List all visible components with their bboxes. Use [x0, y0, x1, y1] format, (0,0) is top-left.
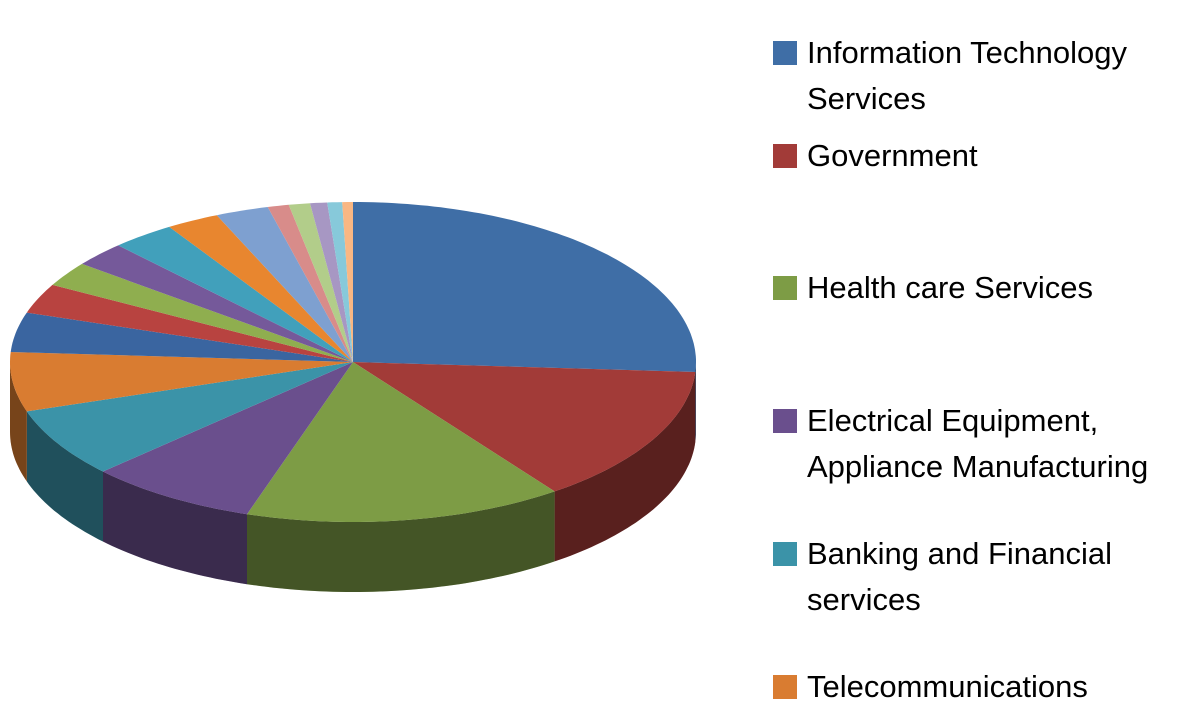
legend-label: Electrical Equipment, Appliance Manufact…: [807, 403, 1149, 484]
slice-side-shade: [554, 372, 696, 562]
slice-side-shade: [10, 362, 27, 482]
slice: [82, 245, 353, 362]
slice: [342, 202, 353, 362]
legend-swatch: [773, 41, 797, 65]
slice: [26, 362, 354, 472]
slice: [267, 204, 353, 362]
legend-label: Government: [807, 138, 978, 173]
slice: [310, 202, 353, 362]
slice: [26, 284, 354, 362]
slice-side: [26, 411, 103, 542]
legend-label: Banking and Financial services: [807, 536, 1113, 617]
slice: [247, 362, 555, 522]
legend-item: Government: [773, 133, 1157, 179]
slice: [10, 352, 353, 412]
slice: [327, 202, 353, 362]
slice: [118, 226, 353, 362]
legend-swatch: [773, 675, 797, 699]
legend-label: Health care Services: [807, 270, 1094, 305]
legend-swatch: [773, 276, 797, 300]
legend-item: Electrical Equipment, Appliance Manufact…: [773, 398, 1157, 490]
legend-swatch: [773, 409, 797, 433]
slice: [52, 263, 354, 362]
legend-label: Information Technology Services: [807, 35, 1127, 116]
slice-side-shade: [695, 362, 696, 442]
legend-label: Telecommunications: [807, 669, 1088, 704]
legend-swatch: [773, 144, 797, 168]
slice-side-shade: [103, 471, 247, 585]
slice-side: [103, 471, 247, 585]
slice: [353, 202, 696, 372]
legend-item: Health care Services: [773, 265, 1157, 311]
slice-side-shade: [26, 411, 103, 542]
slice-side-shade: [247, 491, 555, 592]
slice-side: [10, 362, 27, 482]
slice: [353, 362, 696, 492]
legend-item: Telecommunications: [773, 664, 1157, 704]
slice: [169, 215, 353, 362]
legend-item: Banking and Financial services: [773, 531, 1157, 623]
slice-side: [554, 372, 696, 562]
legend-swatch: [773, 542, 797, 566]
slice: [103, 362, 353, 515]
slice-side: [247, 491, 555, 592]
chart: [10, 202, 696, 592]
slice-side: [695, 362, 696, 442]
slice: [288, 203, 353, 362]
legend-item: Information Technology Services: [773, 30, 1157, 122]
slice: [216, 207, 353, 362]
slice: [10, 312, 353, 362]
